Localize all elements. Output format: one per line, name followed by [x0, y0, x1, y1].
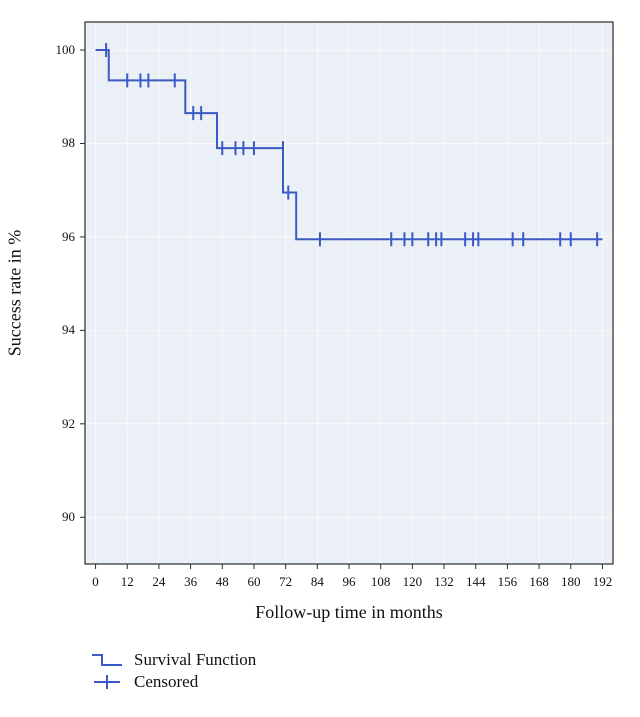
x-tick-label: 120: [403, 574, 423, 590]
y-tick-label: 90: [45, 509, 75, 525]
legend-item: Censored: [90, 672, 256, 692]
y-tick-label: 96: [45, 229, 75, 245]
y-tick-label: 98: [45, 135, 75, 151]
plot-svg: [85, 22, 613, 564]
step-line-icon: [90, 651, 124, 669]
x-tick-label: 132: [434, 574, 454, 590]
legend-label: Survival Function: [134, 650, 256, 670]
x-tick-label: 24: [152, 574, 165, 590]
y-axis-label: Success rate in %: [5, 230, 26, 356]
x-tick-label: 36: [184, 574, 197, 590]
legend-item: Survival Function: [90, 650, 256, 670]
x-tick-label: 48: [216, 574, 229, 590]
plot-area: [85, 22, 613, 564]
x-tick-label: 156: [498, 574, 518, 590]
x-tick-label: 168: [529, 574, 549, 590]
survival-chart: Success rate in % Follow-up time in mont…: [0, 0, 640, 717]
x-tick-label: 0: [92, 574, 99, 590]
x-tick-label: 60: [247, 574, 260, 590]
x-tick-label: 192: [593, 574, 613, 590]
x-axis-label: Follow-up time in months: [255, 602, 443, 623]
x-tick-label: 12: [121, 574, 134, 590]
x-tick-label: 96: [343, 574, 356, 590]
x-tick-label: 144: [466, 574, 486, 590]
x-tick-label: 84: [311, 574, 324, 590]
y-tick-label: 100: [45, 42, 75, 58]
x-tick-label: 180: [561, 574, 581, 590]
y-tick-label: 92: [45, 416, 75, 432]
y-tick-label: 94: [45, 322, 75, 338]
x-tick-label: 72: [279, 574, 292, 590]
censor-mark-icon: [90, 673, 124, 691]
x-tick-label: 108: [371, 574, 391, 590]
legend-label: Censored: [134, 672, 198, 692]
legend: Survival FunctionCensored: [90, 650, 256, 694]
